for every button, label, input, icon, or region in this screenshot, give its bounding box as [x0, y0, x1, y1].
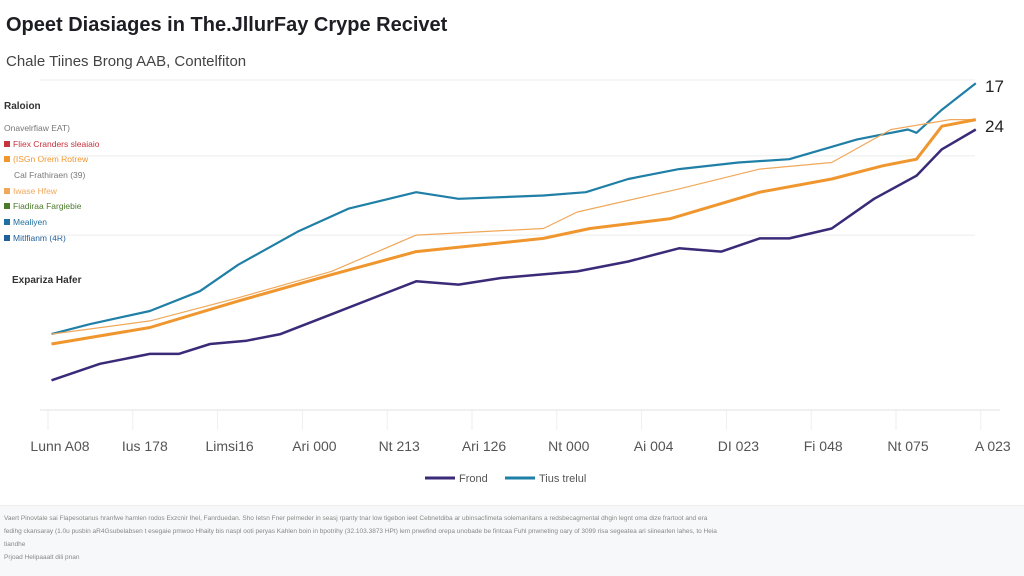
annotation: Expariza Hafer — [12, 275, 82, 286]
x-tick-label: Nt 075 — [887, 438, 928, 454]
side-legend-item: Mitlfianm (4R) — [4, 230, 99, 246]
legend-swatch — [4, 156, 10, 163]
side-legend-item: (ISGn Orem Rotrew — [4, 151, 99, 167]
end-label: 17 — [985, 77, 1004, 96]
side-legend-label: (ISGn Orem Rotrew — [13, 154, 89, 165]
x-tick-label: Nt 000 — [548, 438, 589, 454]
series-line — [51, 128, 977, 382]
chart-subtitle: Chale Tiines Brong AAB, Contelfiton — [6, 53, 247, 70]
series-line — [51, 82, 977, 336]
legend-swatch — [4, 140, 10, 147]
footnote-line: fedihg ckansaray (1.0u pusbin aR4Gsubela… — [4, 528, 717, 535]
side-legend-label: Iwase Hfew — [13, 185, 57, 196]
side-legend-item: Mealiyen — [4, 214, 99, 230]
footnote: Vaert Pinovtale sai Flapesotanus hranfwe… — [0, 505, 1024, 576]
side-legend-label: Fliex Cranders sleaiaio — [13, 138, 100, 149]
legend-label: Frond — [459, 473, 488, 485]
end-label: 24 — [985, 117, 1004, 136]
legend-label: Tius trelul — [539, 473, 586, 485]
x-tick-label: Fi 048 — [804, 438, 843, 454]
x-tick-label: Ius 178 — [122, 438, 168, 454]
side-legend: Onavelrfiaw EAT) Fliex Cranders sleaiaio (… — [4, 120, 99, 246]
legend-swatch — [4, 203, 10, 210]
side-legend-label: Mitlfianm (4R) — [13, 232, 66, 243]
side-legend-item: Cal Frathiraen (39) — [4, 167, 99, 183]
legend-swatch — [4, 234, 10, 241]
x-tick-label: A 023 — [975, 438, 1011, 454]
x-tick-label: Lunn A08 — [30, 438, 89, 454]
series-line — [51, 118, 976, 335]
side-legend-label: Mealiyen — [13, 216, 48, 227]
x-tick-label: Nt 213 — [379, 438, 420, 454]
footnote-line: tiandhe — [4, 541, 26, 548]
series-line — [51, 118, 977, 346]
side-legend-title: Raloion — [4, 101, 41, 112]
x-tick-label: Ai 004 — [634, 438, 674, 454]
legend-swatch — [4, 218, 10, 225]
side-legend-label: Fiadiraa Fargiebie — [13, 201, 82, 212]
side-legend-label: Cal Frathiraen (39) — [14, 169, 86, 180]
footnote-line: Prjoad Helipaaalt dili pnan — [4, 554, 80, 561]
x-tick-label: Limsi16 — [205, 438, 253, 454]
x-tick-label: Ari 126 — [462, 438, 507, 454]
x-tick-label: DI 023 — [718, 438, 759, 454]
side-legend-item: Fliex Cranders sleaiaio — [4, 136, 99, 152]
legend-swatch — [4, 187, 10, 194]
side-legend-item: Iwase Hfew — [4, 183, 99, 199]
side-legend-label: Onavelrfiaw EAT) — [4, 122, 70, 133]
chart-title: Opeet Diasiages in The.JllurFay Crype Re… — [6, 14, 448, 36]
footnote-line: Vaert Pinovtale sai Flapesotanus hranfwe… — [4, 515, 708, 522]
side-legend-item: Onavelrfiaw EAT) — [4, 120, 99, 136]
side-legend-item: Fiadiraa Fargiebie — [4, 198, 99, 214]
x-tick-label: Ari 000 — [292, 438, 337, 454]
